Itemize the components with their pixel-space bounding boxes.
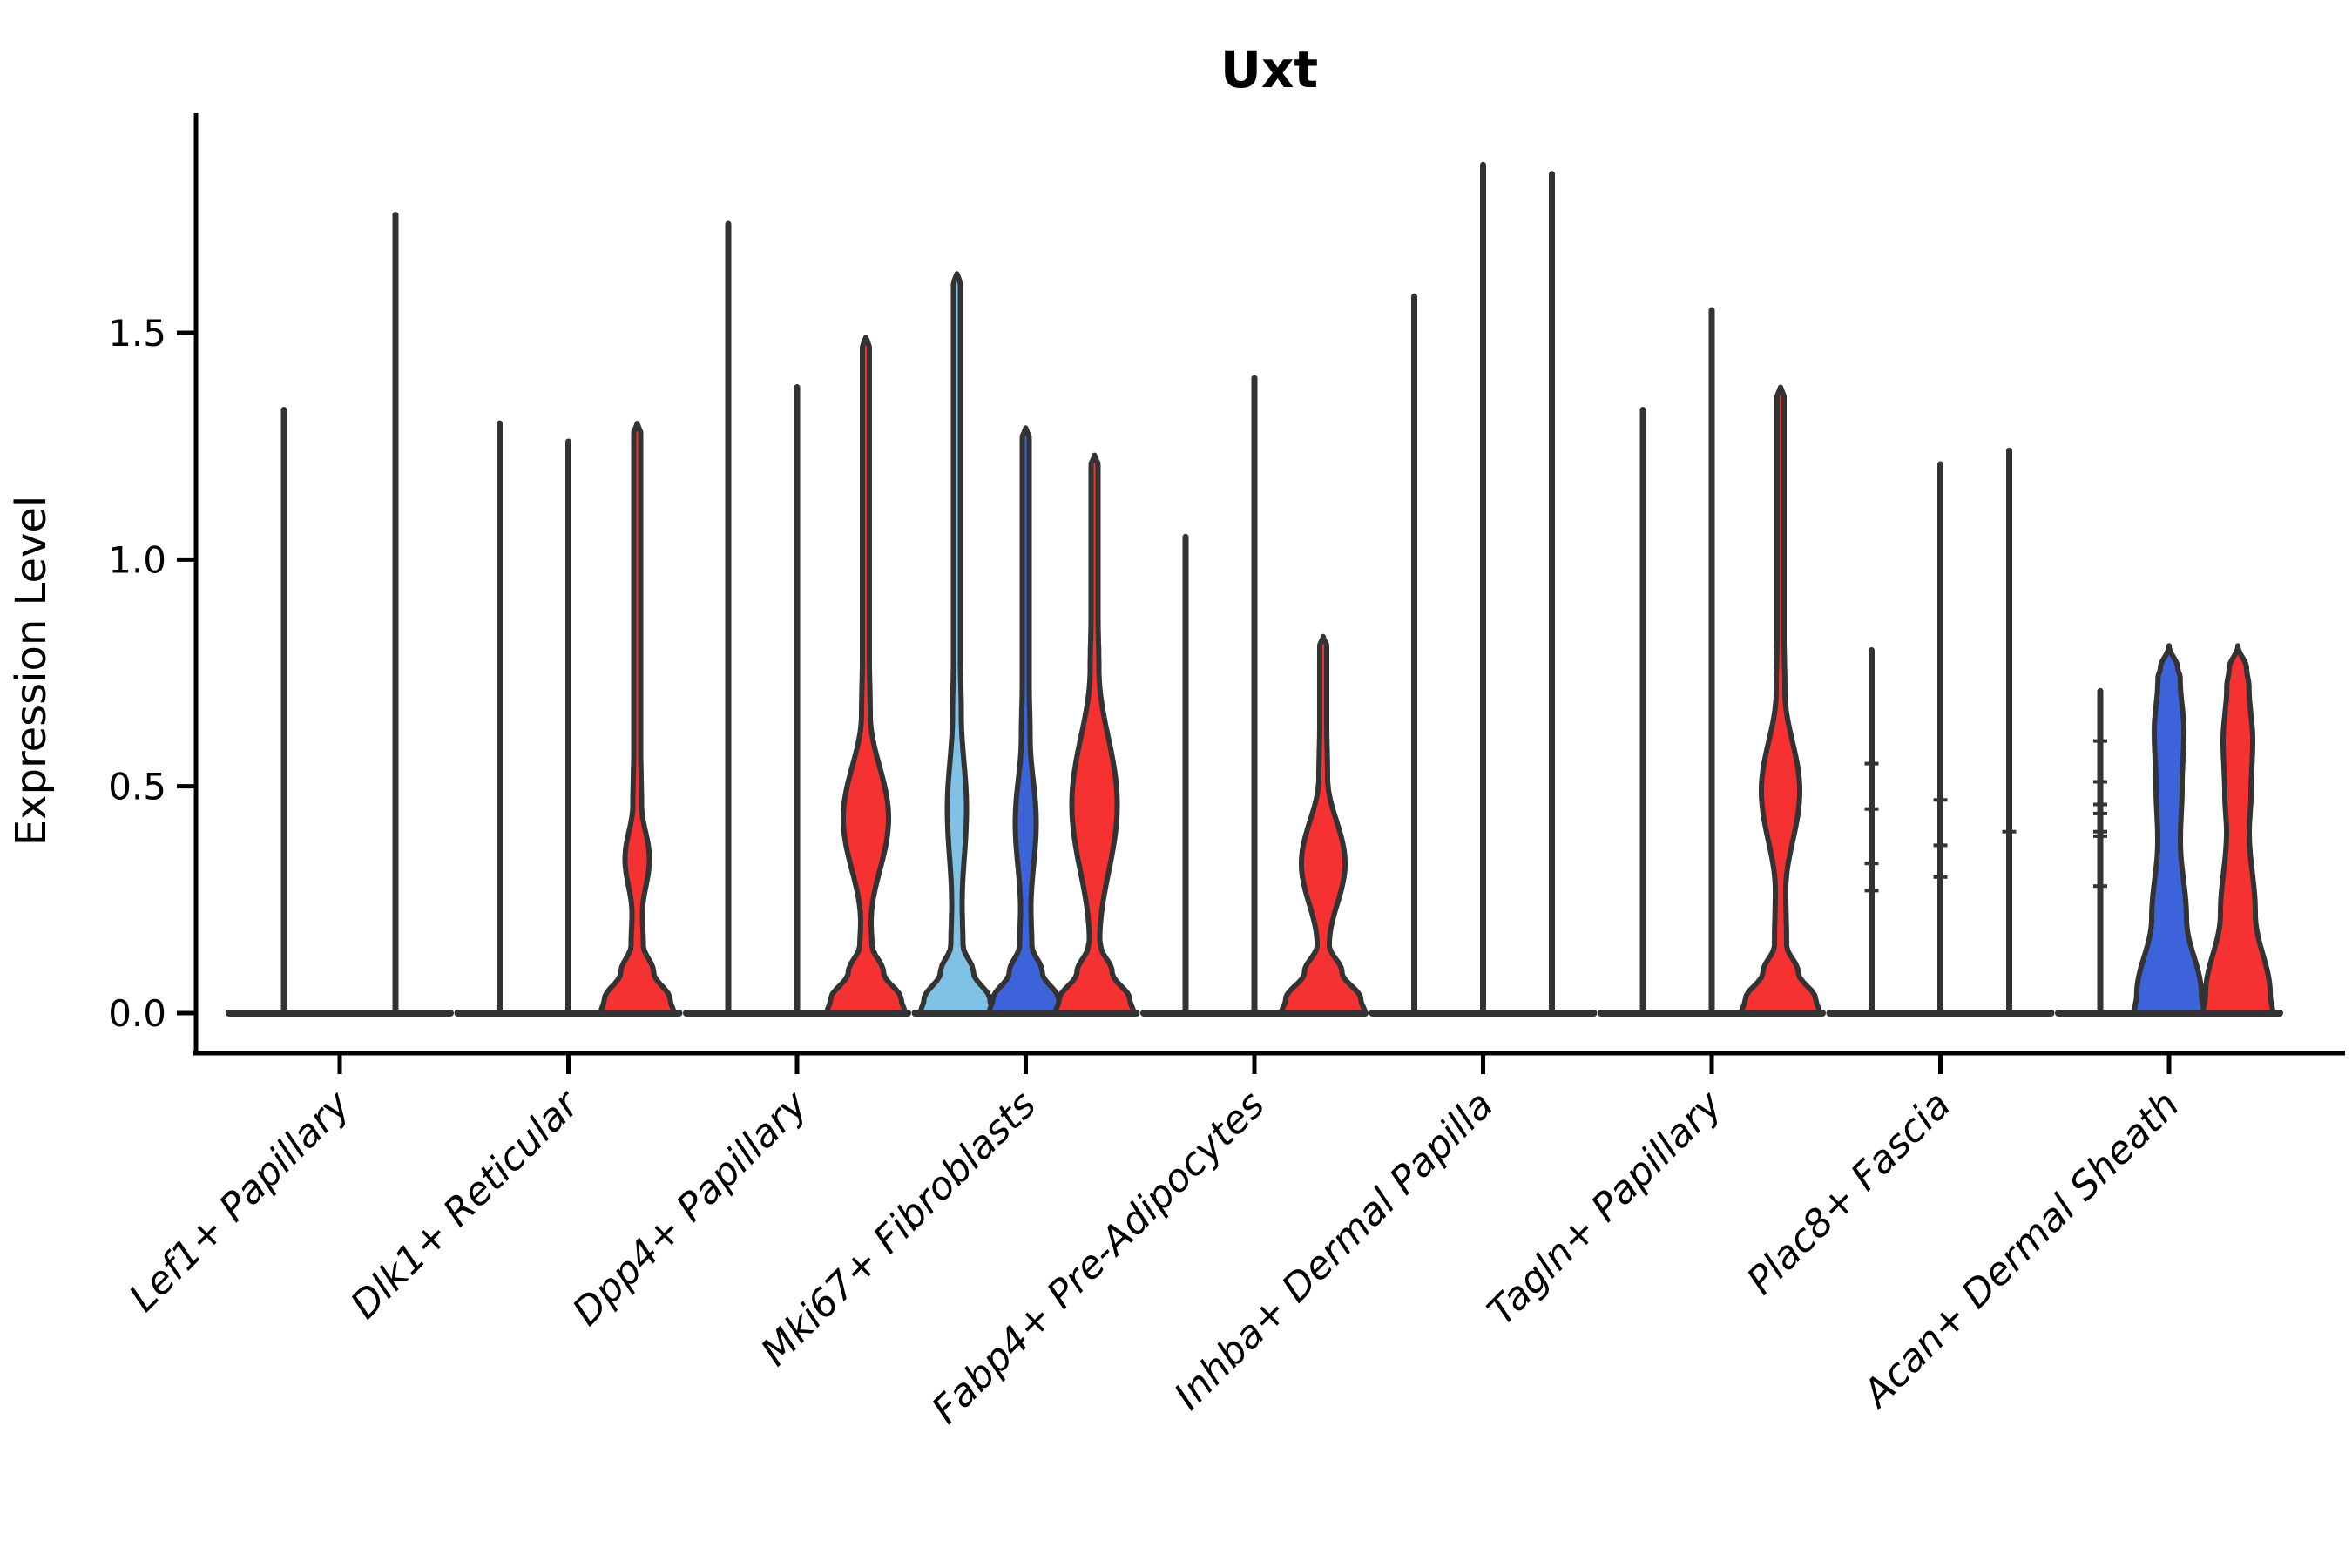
y-tick-label: 0.0 (108, 992, 166, 1035)
violin-body-red (598, 421, 677, 1016)
y-axis-label: Expression Level (7, 496, 56, 847)
violin-body-red (1052, 452, 1137, 1016)
x-tick-label: Tagln+ Papillary (1479, 1082, 1731, 1334)
x-tick-label: Dlk1+ Reticular (342, 1081, 589, 1328)
y-tick-label: 0.5 (108, 766, 166, 808)
plot-area (226, 161, 2283, 1017)
x-tick-label: Plac8+ Fascia (1739, 1083, 1959, 1303)
y-tick-label: 1.0 (108, 538, 166, 581)
violin-body-red (1739, 384, 1822, 1016)
x-tick-label: Dpp4+ Papillary (564, 1082, 817, 1335)
chart-title: Uxt (1220, 40, 1318, 99)
violin-body-lightblue (917, 271, 997, 1016)
violin-body-red (824, 335, 908, 1016)
y-tick-label: 1.5 (108, 312, 166, 355)
violin-body-blue (2132, 643, 2207, 1016)
x-tick-label: Lef1+ Papillary (121, 1082, 360, 1321)
violin-body-red (1279, 633, 1368, 1016)
violin-body-blue (986, 425, 1065, 1016)
violin-body-red (2200, 643, 2275, 1016)
